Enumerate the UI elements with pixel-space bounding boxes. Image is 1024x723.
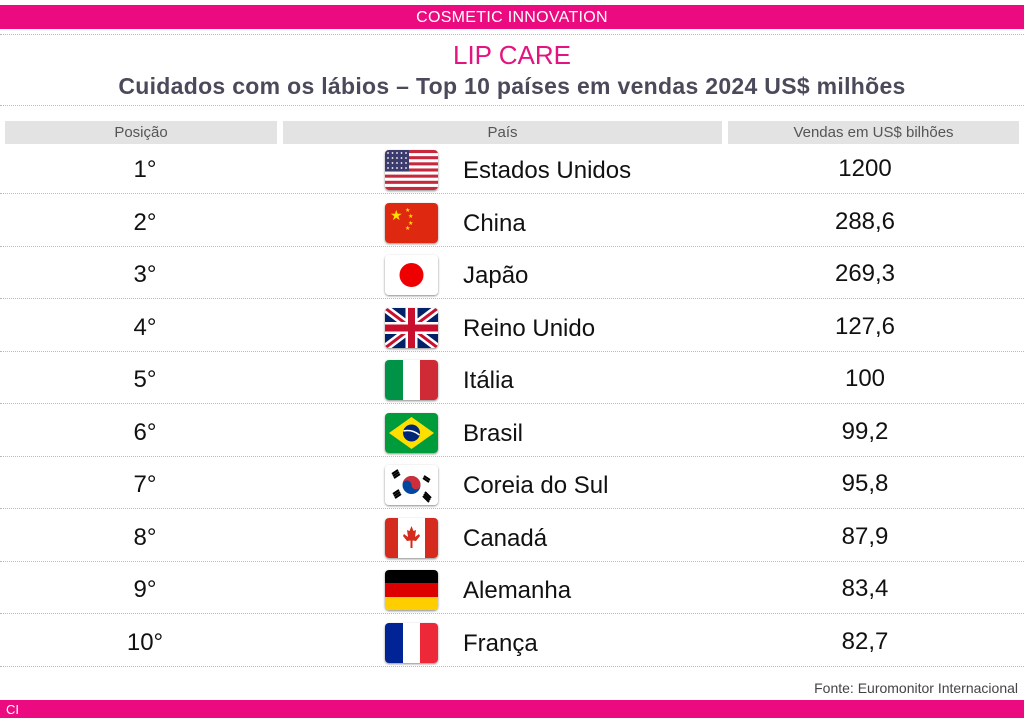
table-row: 9° Alemanha 83,4 [0,564,1024,616]
sales-value: 95,8 [841,470,889,497]
rank: 10° [126,628,164,656]
row-divider [0,665,1024,667]
flag-gb-icon [385,307,438,348]
country-name: Reino Unido [463,314,596,342]
country-name: Canadá [463,524,548,552]
row-divider [0,245,1024,247]
country-name: Alemanha [463,577,572,604]
table-row: 8° Canadá 87,9 [0,512,1024,564]
table-row: 10° França 82,7 [0,617,1024,669]
sales-value: 87,9 [841,522,889,550]
source-note: Fonte: Euromonitor Internacional [814,680,1018,696]
svg-text:★: ★ [405,207,410,214]
table-row: 1° Estados Unidos 1200 [0,144,1024,196]
column-header-country: País [283,121,722,144]
row-divider [0,350,1024,352]
country-name: China [463,209,526,237]
svg-text:★: ★ [408,213,413,220]
rank: 3° [133,261,157,288]
row-divider [0,613,1024,614]
flag-kr-icon [385,465,438,505]
brand-banner: COSMETIC INNOVATION [0,5,1024,29]
sales-value: 99,2 [841,417,889,445]
table-row: 6° Brasil 99,2 [0,407,1024,459]
sales-value: 127,6 [834,312,896,340]
table-row: 5° Itália 100 [0,354,1024,406]
flag-cn-icon: ★ ★ ★ ★ ★ [385,202,438,243]
sales-value: 100 [844,365,886,392]
svg-text:★: ★ [408,220,413,227]
rank: 8° [133,523,157,551]
country-name: França [463,629,538,657]
country-name: Japão [463,262,529,289]
rank: 2° [133,208,157,236]
rank: 4° [133,313,157,341]
country-name: Brasil [463,419,524,447]
rank: 1° [133,156,157,183]
flag-us-icon [385,150,438,190]
rank: 7° [133,471,157,498]
flag-ca-icon [385,517,438,558]
svg-text:★: ★ [390,207,403,223]
table-row: 2° ★ ★ ★ ★ ★ China 288,6 [0,197,1024,249]
svg-text:★: ★ [405,225,410,232]
rank: 6° [133,418,157,446]
row-divider [0,455,1024,457]
row-divider [0,193,1024,194]
table-row: 4° Reino Unido 127,6 [0,302,1024,354]
flag-de-icon [385,570,438,610]
table-row: 7° Coreia do Sul 95,8 [0,459,1024,511]
country-name: Itália [463,367,514,394]
page-title: LIP CARE [452,40,571,70]
flag-it-icon [385,360,438,400]
divider [0,34,1024,35]
row-divider [0,508,1024,509]
rank: 5° [133,366,157,393]
flag-br-icon [385,412,438,453]
sales-value: 1200 [838,155,892,182]
sales-value: 83,4 [841,575,889,602]
page-subtitle: Cuidados com os lábios – Top 10 países e… [118,73,906,99]
sales-value: 269,3 [834,260,896,287]
row-divider [0,403,1024,404]
row-divider [0,298,1024,299]
column-header-position: Posição [5,121,277,144]
footer-logo: CI [0,700,1024,718]
sales-value: 82,7 [841,627,889,655]
rank: 9° [133,576,157,603]
flag-jp-icon [385,255,438,295]
column-header-sales: Vendas em US$ bilhões [728,121,1019,144]
divider [0,105,1024,106]
sales-value: 288,6 [834,207,896,235]
country-name: Estados Unidos [463,157,632,184]
flag-fr-icon [385,622,438,663]
row-divider [0,560,1024,562]
country-name: Coreia do Sul [463,472,609,499]
table-row: 3° Japão 269,3 [0,249,1024,301]
